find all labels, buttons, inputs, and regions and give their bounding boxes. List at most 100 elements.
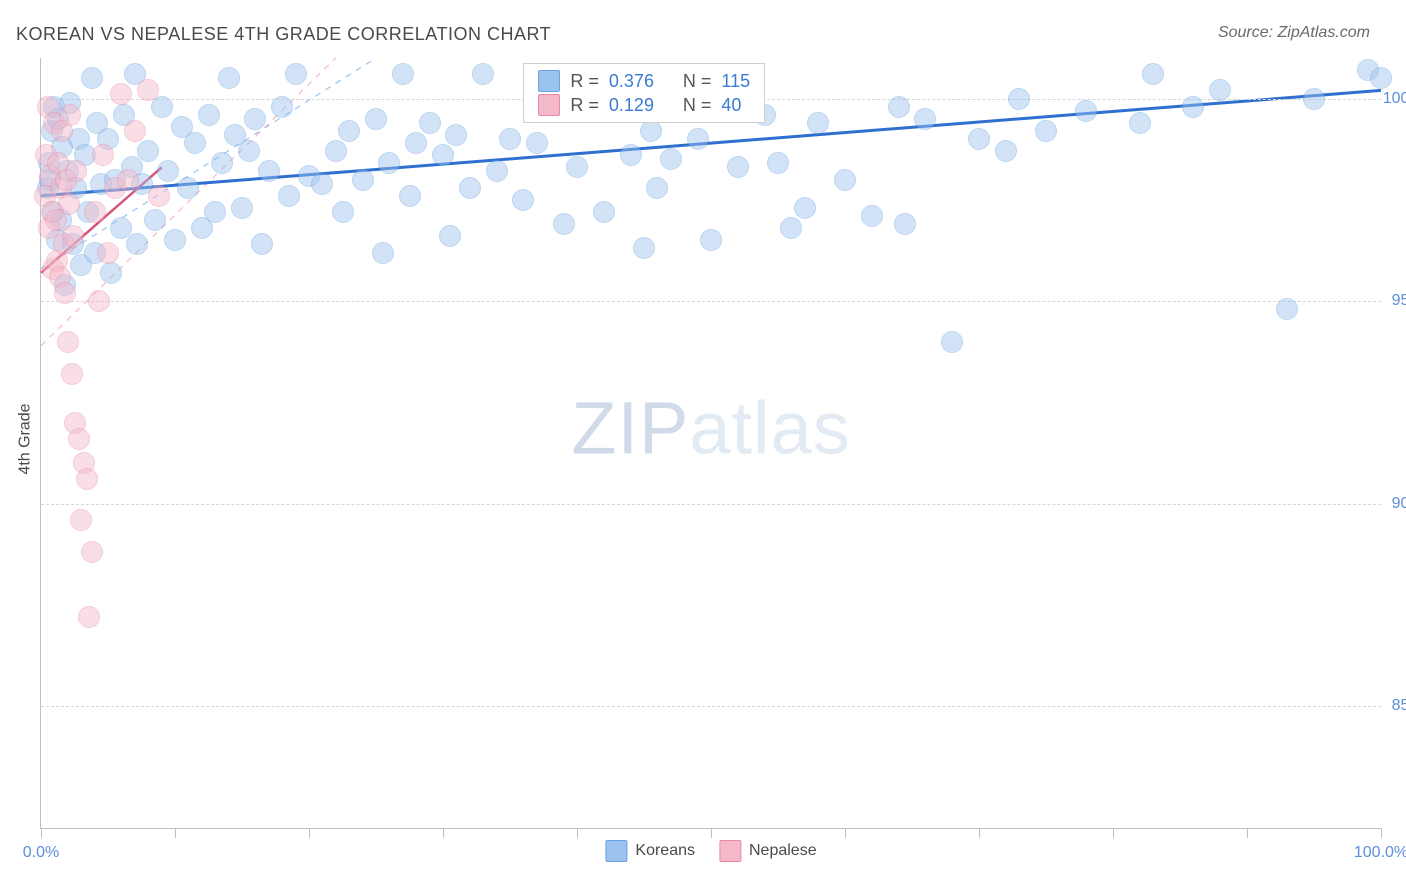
koreans-point	[512, 189, 534, 211]
koreans-point	[445, 124, 467, 146]
x-tick	[1113, 828, 1114, 838]
koreans-point	[258, 160, 280, 182]
r-value: 0.376	[609, 71, 661, 92]
watermark-part1: ZIP	[571, 386, 689, 469]
koreans-point	[633, 237, 655, 259]
r-label: R =	[570, 95, 599, 116]
x-tick	[845, 828, 846, 838]
koreans-point	[325, 140, 347, 162]
koreans-point	[378, 152, 400, 174]
watermark: ZIPatlas	[571, 385, 850, 470]
koreans-point	[499, 128, 521, 150]
koreans-point	[593, 201, 615, 223]
y-tick-label: 100.0%	[1377, 90, 1406, 108]
nepalese-point	[54, 282, 76, 304]
y-tick-label: 85.0%	[1377, 697, 1406, 715]
n-value: 40	[721, 95, 741, 116]
koreans-point	[1303, 88, 1325, 110]
n-value: 115	[721, 71, 750, 92]
legend-label: Nepalese	[749, 842, 817, 860]
koreans-point	[1075, 100, 1097, 122]
nepalese-point	[76, 468, 98, 490]
koreans-point	[184, 132, 206, 154]
koreans-point	[365, 108, 387, 130]
koreans-point	[807, 112, 829, 134]
koreans-point	[861, 205, 883, 227]
nepalese-swatch-icon	[538, 94, 560, 116]
nepalese-point	[70, 509, 92, 531]
koreans-point	[198, 104, 220, 126]
koreans-point	[126, 233, 148, 255]
legend: KoreansNepalese	[605, 840, 816, 862]
nepalese-point	[65, 160, 87, 182]
r-label: R =	[570, 71, 599, 92]
gridline	[41, 504, 1381, 505]
nepalese-point	[59, 104, 81, 126]
koreans-point	[177, 177, 199, 199]
koreans-point	[459, 177, 481, 199]
koreans-point	[392, 63, 414, 85]
x-tick	[979, 828, 980, 838]
y-tick-label: 95.0%	[1377, 292, 1406, 310]
gridline	[41, 301, 1381, 302]
koreans-point	[660, 148, 682, 170]
koreans-point	[100, 262, 122, 284]
gridline	[41, 706, 1381, 707]
trend-lines-layer	[41, 58, 1381, 828]
koreans-point	[1142, 63, 1164, 85]
koreans-point	[767, 152, 789, 174]
koreans-point	[1035, 120, 1057, 142]
nepalese-point	[68, 428, 90, 450]
koreans-point	[995, 140, 1017, 162]
x-tick	[577, 828, 578, 838]
nepalese-point	[92, 144, 114, 166]
plot-area: ZIPatlas 85.0%90.0%95.0%100.0%0.0%100.0%…	[40, 58, 1381, 829]
koreans-point	[1008, 88, 1030, 110]
nepalese-point	[124, 120, 146, 142]
nepalese-point	[57, 331, 79, 353]
x-tick	[175, 828, 176, 838]
koreans-point	[646, 177, 668, 199]
x-tick	[309, 828, 310, 838]
watermark-part2: atlas	[689, 386, 850, 469]
nepalese-point	[97, 242, 119, 264]
koreans-point	[566, 156, 588, 178]
koreans-point	[1370, 67, 1392, 89]
koreans-point	[1182, 96, 1204, 118]
koreans-point	[1209, 79, 1231, 101]
koreans-point	[941, 331, 963, 353]
koreans-point	[251, 233, 273, 255]
koreans-point	[144, 209, 166, 231]
koreans-point	[894, 213, 916, 235]
x-tick-label: 100.0%	[1354, 844, 1406, 862]
koreans-point	[486, 160, 508, 182]
nepalese-point	[88, 290, 110, 312]
koreans-point	[419, 112, 441, 134]
r-value: 0.129	[609, 95, 661, 116]
y-tick-label: 90.0%	[1377, 495, 1406, 513]
chart-container: KOREAN VS NEPALESE 4TH GRADE CORRELATION…	[0, 0, 1406, 892]
koreans-point	[238, 140, 260, 162]
koreans-point	[137, 140, 159, 162]
koreans-point	[727, 156, 749, 178]
legend-item-nepalese: Nepalese	[719, 840, 817, 862]
nepalese-point	[110, 83, 132, 105]
nepalese-swatch-icon	[719, 840, 741, 862]
koreans-point	[620, 144, 642, 166]
koreans-point	[968, 128, 990, 150]
koreans-point	[432, 144, 454, 166]
stat-row-koreans: R = 0.376 N = 115	[538, 70, 750, 92]
x-tick-label: 0.0%	[23, 844, 59, 862]
koreans-point	[780, 217, 802, 239]
n-label: N =	[683, 71, 712, 92]
x-tick	[1381, 828, 1382, 838]
koreans-point	[244, 108, 266, 130]
stat-row-nepalese: R =0.129N =40	[538, 94, 750, 116]
nepalese-point	[81, 541, 103, 563]
koreans-point	[81, 67, 103, 89]
x-tick	[1247, 828, 1248, 838]
chart-title: KOREAN VS NEPALESE 4TH GRADE CORRELATION…	[16, 24, 551, 45]
koreans-point	[405, 132, 427, 154]
koreans-point	[888, 96, 910, 118]
koreans-point	[231, 197, 253, 219]
